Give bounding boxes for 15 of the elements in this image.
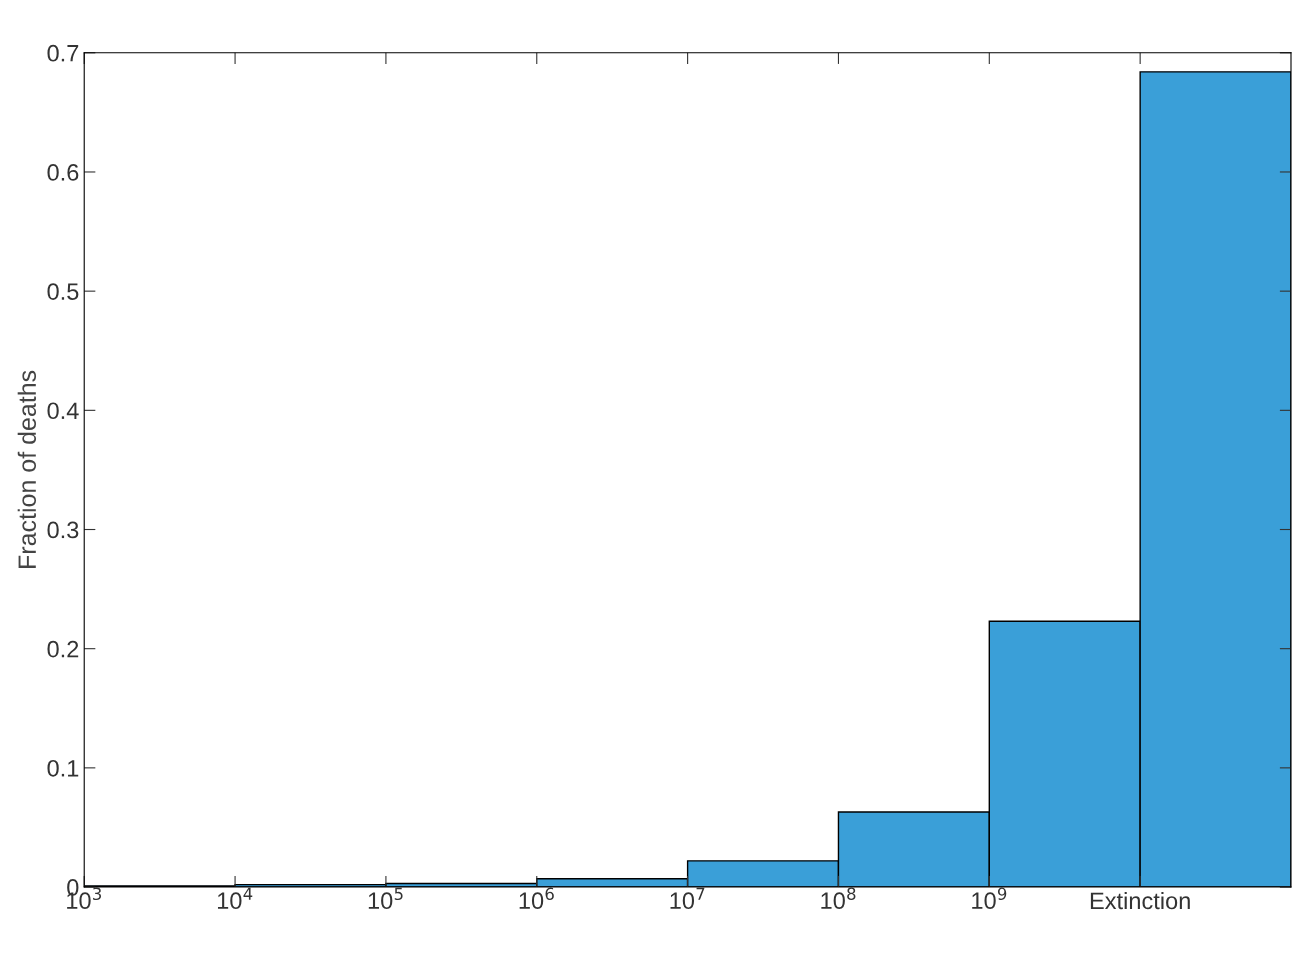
y-tick-label: 0.7 (47, 44, 79, 62)
y-axis-title: Fraction of deaths (17, 370, 37, 568)
x-tick-label: Extinction (1090, 891, 1190, 910)
x-tick-label: 10$^{8}$ (821, 887, 856, 910)
y-tick-label: 0.2 (47, 640, 79, 658)
x-tick-label: 10$^{7}$ (670, 887, 705, 910)
x-tick-label: 10$^{4}$ (217, 887, 253, 910)
x-tick-label: 10$^{5}$ (368, 887, 403, 910)
x-tick-label: 10$^{6}$ (519, 887, 554, 910)
y-tick-label: 0.3 (47, 521, 79, 539)
y-tick-label: 0.6 (47, 164, 79, 181)
y-tick-label: 0.4 (47, 402, 79, 420)
x-tick-label: 10$^{9}$ (972, 887, 1007, 910)
y-tick-label: 0.5 (47, 283, 79, 300)
y-tick-label: 0.1 (47, 759, 79, 777)
